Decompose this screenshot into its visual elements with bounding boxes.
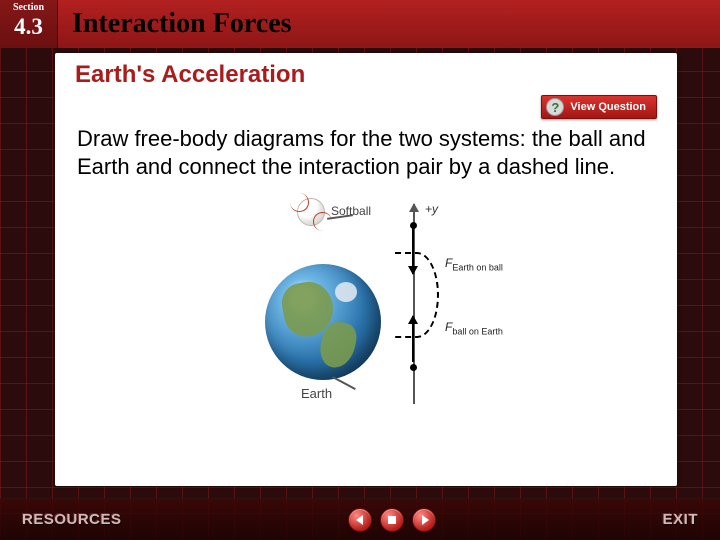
view-question-button[interactable]: ? View Question [541, 95, 657, 119]
prev-button[interactable] [348, 508, 372, 532]
slide-title: Interaction Forces [72, 8, 292, 40]
chevron-right-icon [422, 515, 429, 525]
stop-button[interactable] [380, 508, 404, 532]
chevron-left-icon [356, 515, 363, 525]
softball-label: Softball [331, 204, 371, 218]
content-panel: Earth's Acceleration ? View Question Dra… [55, 53, 677, 486]
footer-bar: RESOURCES EXIT [0, 498, 720, 540]
interaction-dashed-line [395, 252, 439, 338]
exit-button[interactable]: EXIT [663, 511, 698, 528]
resources-button[interactable]: RESOURCES [22, 511, 122, 528]
help-icon: ? [546, 98, 564, 116]
earth-graphic [265, 264, 381, 380]
free-body-diagram: Softball Earth +y FEarth on ball Fball o… [181, 194, 551, 419]
earth-pointer [332, 376, 356, 390]
axis-label: +y [425, 202, 438, 216]
section-number: 4.3 [14, 14, 43, 39]
earth-label: Earth [301, 386, 332, 401]
view-question-label: View Question [570, 101, 646, 113]
section-label: Section [0, 2, 57, 13]
nav-controls [348, 508, 436, 532]
force-label-1: FEarth on ball [445, 256, 503, 272]
softball-graphic [297, 198, 325, 226]
earth-point [410, 364, 417, 371]
force-label-2: Fball on Earth [445, 320, 503, 336]
content-subheading: Earth's Acceleration [75, 61, 657, 89]
next-button[interactable] [412, 508, 436, 532]
title-bar: Interaction Forces [58, 0, 720, 48]
body-text: Draw free-body diagrams for the two syst… [77, 125, 649, 180]
stop-icon [388, 516, 396, 524]
section-badge: Section 4.3 [0, 0, 58, 48]
slide-header: Section 4.3 Interaction Forces [0, 0, 720, 48]
